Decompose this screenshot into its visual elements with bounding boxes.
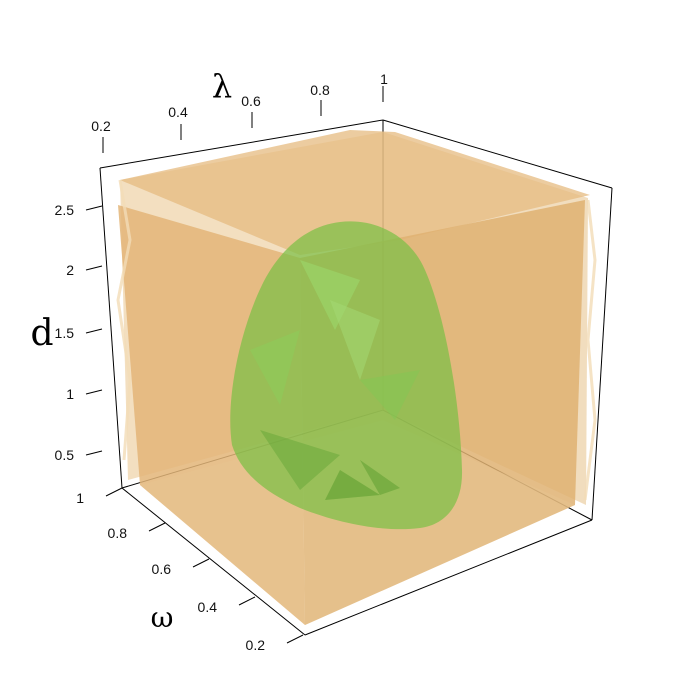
omega-tick-mark xyxy=(286,634,304,644)
omega-tick-label: 0.2 xyxy=(246,637,266,653)
d-tick-label: 2 xyxy=(66,262,74,278)
inner-surface-facet xyxy=(300,260,360,330)
cube-edge-left-vertical xyxy=(99,167,123,489)
lambda-tick-label: 0.2 xyxy=(91,118,111,134)
omega-tick-mark xyxy=(238,596,256,606)
inner-surface-facet xyxy=(260,430,340,490)
d-tick-mark xyxy=(85,265,103,271)
d-tick-label: 1.5 xyxy=(55,325,75,341)
d-axis-title: d xyxy=(30,313,53,354)
lambda-tick-label: 1 xyxy=(380,71,388,87)
inner-surface-facet xyxy=(325,470,380,500)
inner-surface-facet xyxy=(250,330,300,405)
d-tick-label: 1 xyxy=(66,386,74,402)
lambda-tick-label: 0.6 xyxy=(241,93,261,109)
d-tick-label: 2.5 xyxy=(55,202,75,218)
omega-tick-mark xyxy=(105,487,123,497)
outer-surface-top-face xyxy=(120,130,590,255)
omega-tick-label: 0.8 xyxy=(108,525,128,541)
inner-surface-facet xyxy=(360,370,420,420)
lambda-axis-title: λ xyxy=(212,67,232,105)
d-tick-mark xyxy=(85,205,103,211)
cube-edge-bottom-front-right xyxy=(304,519,593,636)
omega-tick-mark xyxy=(192,558,210,568)
omega-tick-label: 1 xyxy=(76,490,84,506)
inner-isosurface xyxy=(230,221,463,530)
lambda-tick-label: 0.4 xyxy=(168,104,188,120)
omega-tick-label: 0.4 xyxy=(198,599,218,615)
omega-axis-title: ω xyxy=(151,601,174,634)
lambda-tick-label: 0.8 xyxy=(310,82,330,98)
tick-labels: 0.2 0.4 0.6 0.8 1 2.5 2 1.5 1 0.5 1 0.8 0.6 0.4 0.2 xyxy=(55,71,389,653)
cube-front-edges xyxy=(99,119,613,636)
cube-edge-right-vertical xyxy=(591,187,613,521)
d-tick-mark xyxy=(85,389,103,395)
inner-surface-facet xyxy=(360,460,400,495)
d-tick-mark xyxy=(85,328,103,334)
omega-tick-mark xyxy=(148,522,166,532)
cube-edge-top-right xyxy=(382,119,613,189)
inner-surface-facet xyxy=(330,300,380,380)
d-tick-label: 0.5 xyxy=(55,447,75,463)
outer-surface-facet-edge xyxy=(583,199,597,501)
axis-titles: λ d ω xyxy=(30,67,232,634)
omega-tick-label: 0.6 xyxy=(152,561,172,577)
d-tick-mark xyxy=(85,450,103,456)
cube-edge-top-left xyxy=(99,119,384,169)
outer-surface-facet-edge xyxy=(116,179,132,461)
tick-marks xyxy=(85,86,384,644)
cube-edge-bottom-front-left xyxy=(121,487,306,636)
